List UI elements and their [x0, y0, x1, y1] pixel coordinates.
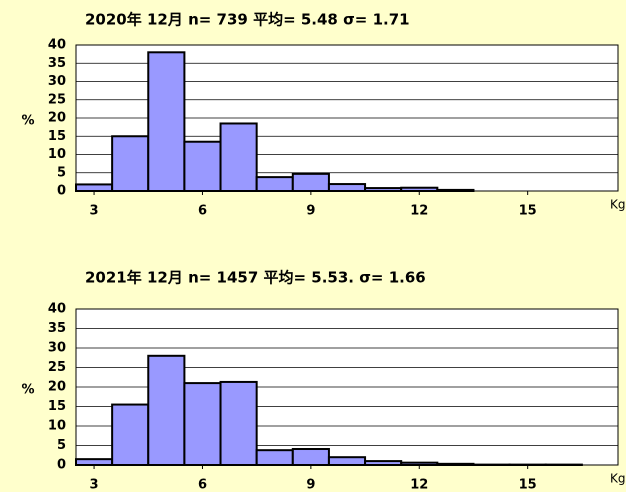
y-tick-label: 35 [48, 321, 66, 336]
bar [364, 460, 403, 467]
x-axis-label: Kg [610, 198, 626, 212]
x-tick-label: 3 [90, 204, 99, 219]
bar [327, 456, 367, 467]
y-tick-label: 20 [48, 111, 66, 126]
chart-title: 2020年 12月 n= 739 平均= 5.48 σ= 1.71 [85, 11, 410, 29]
bar [111, 403, 150, 466]
x-tick-label: 12 [410, 478, 428, 492]
bar [111, 135, 150, 192]
x-tick-label: 12 [410, 204, 428, 219]
bar [255, 176, 294, 193]
x-tick-label: 9 [306, 204, 315, 219]
y-tick-label: 0 [57, 184, 66, 199]
bar [75, 183, 114, 192]
y-tick-label: 15 [48, 129, 66, 144]
plot-border [75, 44, 619, 192]
bar [147, 354, 186, 466]
y-tick-label: 30 [48, 74, 66, 89]
x-tick-label: 15 [519, 478, 537, 492]
y-tick-label: 10 [48, 147, 66, 162]
y-tick-label: 25 [48, 92, 66, 107]
y-tick-label: 25 [48, 360, 66, 375]
plot-border [75, 308, 619, 466]
x-tick-label: 15 [519, 204, 537, 219]
y-tick-label: 30 [48, 341, 66, 356]
bar [183, 382, 222, 467]
x-axis-label: Kg [610, 472, 626, 486]
y-tick-label: 10 [48, 419, 66, 434]
y-tick-label: 40 [48, 38, 66, 53]
x-tick-label: 6 [198, 204, 207, 219]
y-tick-label: 15 [48, 399, 66, 414]
y-tick-label: 5 [57, 165, 66, 180]
bar [75, 458, 114, 466]
bar [219, 122, 258, 192]
bar [291, 172, 330, 193]
x-tick-label: 3 [90, 478, 99, 492]
x-tick-label: 6 [198, 478, 207, 492]
bar [219, 380, 258, 466]
y-axis-label: % [21, 383, 34, 398]
bar [255, 449, 294, 466]
y-tick-label: 40 [48, 302, 66, 317]
x-tick-label: 9 [306, 478, 315, 492]
bar [183, 140, 222, 193]
y-tick-label: 0 [57, 458, 66, 473]
chart-title: 2021年 12月 n= 1457 平均= 5.53. σ= 1.66 [85, 269, 426, 287]
y-axis-label: % [21, 114, 34, 129]
bar [327, 183, 367, 193]
y-tick-label: 5 [57, 438, 66, 453]
bar [291, 448, 330, 467]
bar [147, 51, 186, 192]
y-tick-label: 20 [48, 380, 66, 395]
y-tick-label: 35 [48, 56, 66, 71]
